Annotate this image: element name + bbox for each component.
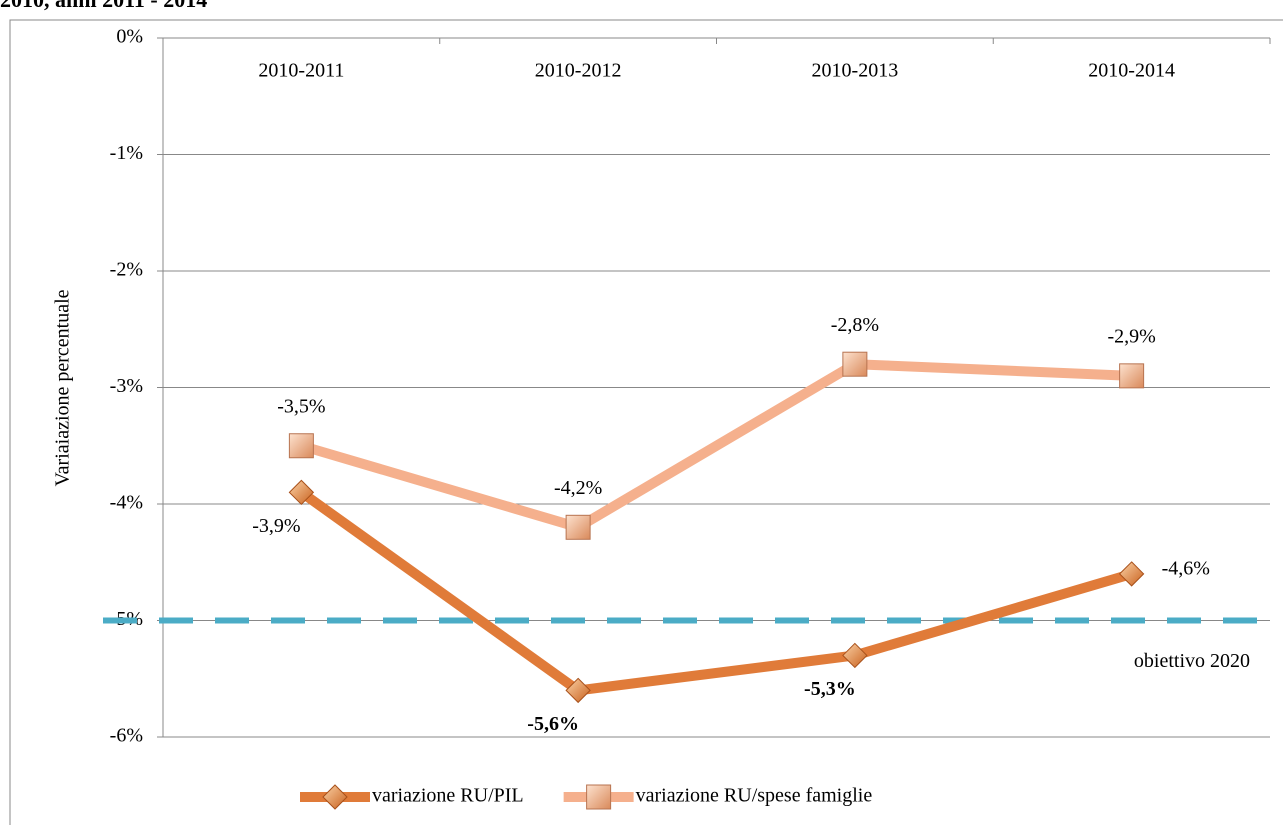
marker [842, 351, 868, 377]
x-tick-label: 2010-2013 [812, 60, 899, 82]
data-label: -2,9% [1107, 325, 1155, 347]
data-label: -2,8% [831, 314, 879, 336]
series-line [299, 359, 1132, 533]
marker [288, 433, 314, 459]
data-label: -5,3% [804, 678, 856, 700]
y-tick-label: -4% [110, 492, 143, 514]
chart-title: 2010, anni 2011 - 2014 [0, 0, 207, 12]
legend-marker [322, 784, 348, 810]
data-label: -4,6% [1162, 557, 1210, 579]
marker [1118, 561, 1145, 587]
chart-frame [9, 19, 1283, 825]
series-line [298, 488, 1134, 696]
y-tick-label: 0% [116, 26, 143, 48]
x-tick-label: 2010-2012 [535, 60, 622, 82]
y-axis-label: Variaiazione percentuale [52, 289, 74, 486]
target-label: obiettivo 2020 [1134, 650, 1250, 672]
legend-marker [586, 784, 612, 810]
marker [842, 642, 868, 669]
data-label: -5,6% [527, 713, 579, 735]
data-label: -4,2% [554, 477, 602, 499]
y-tick-label: -2% [110, 259, 143, 281]
y-tick-label: -3% [110, 375, 143, 397]
x-tick-label: 2010-2014 [1088, 60, 1175, 82]
legend-label: variazione RU/spese famiglie [636, 785, 873, 807]
y-tick-label: -1% [110, 142, 143, 164]
legend-label: variazione RU/PIL [372, 785, 524, 807]
data-label: -3,9% [252, 515, 300, 537]
marker [565, 514, 591, 540]
marker [565, 677, 591, 704]
marker [288, 479, 315, 506]
data-label: -3,5% [277, 395, 325, 417]
marker [1119, 363, 1145, 389]
y-tick-label: -6% [110, 725, 143, 747]
x-tick-label: 2010-2011 [258, 60, 344, 82]
